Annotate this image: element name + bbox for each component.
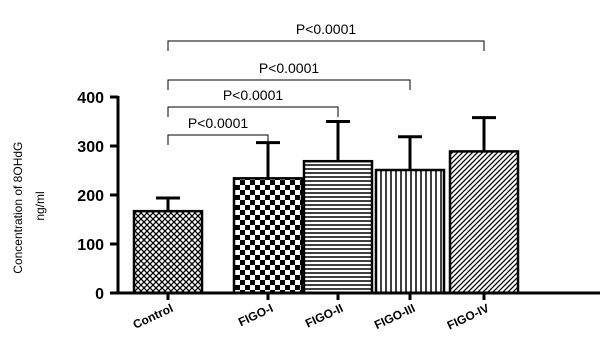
significance-bracket [167, 40, 485, 51]
p-value-label: P<0.0001 [259, 60, 320, 76]
y-tick-label: 100 [77, 237, 104, 254]
y-axis-label-line1: Concentration of 8OHdG [11, 142, 25, 274]
y-axis-ticks: 0 100 200 300 400 [77, 90, 118, 303]
bar-control [132, 209, 204, 295]
y-tick-label: 0 [95, 286, 104, 303]
y-tick-label: 400 [77, 90, 104, 107]
x-tick-label: FIGO-IV [445, 301, 491, 333]
significance-bracket [167, 79, 411, 90]
y-axis-label-line2: ng/ml [33, 191, 47, 220]
bar-figo-iv [448, 150, 520, 295]
significance-bracket [167, 134, 269, 145]
y-axis-label: Concentration of 8OHdG ng/ml [11, 138, 47, 273]
x-tick-label: FIGO-I [236, 301, 275, 329]
significance-bracket [167, 106, 339, 117]
error-bars [156, 116, 496, 212]
bar-figo-iii [374, 168, 446, 295]
significance-brackets: P<0.0001 P<0.0001 P<0.0001 P<0.0001 [167, 21, 485, 145]
p-value-label: P<0.0001 [296, 21, 357, 37]
p-value-label: P<0.0001 [223, 87, 284, 103]
x-tick-label: FIGO-II [303, 301, 345, 331]
bars [132, 150, 520, 295]
y-tick-label: 200 [77, 188, 104, 205]
bar-figo-i [232, 177, 304, 295]
y-tick-label: 300 [77, 139, 104, 156]
x-tick-label: Control [131, 301, 176, 332]
x-axis-labels: Control FIGO-I FIGO-II FIGO-III FIGO-IV [131, 293, 491, 333]
bar-figo-ii [302, 159, 374, 295]
p-value-label: P<0.0001 [188, 115, 249, 131]
x-tick-label: FIGO-III [372, 301, 417, 332]
